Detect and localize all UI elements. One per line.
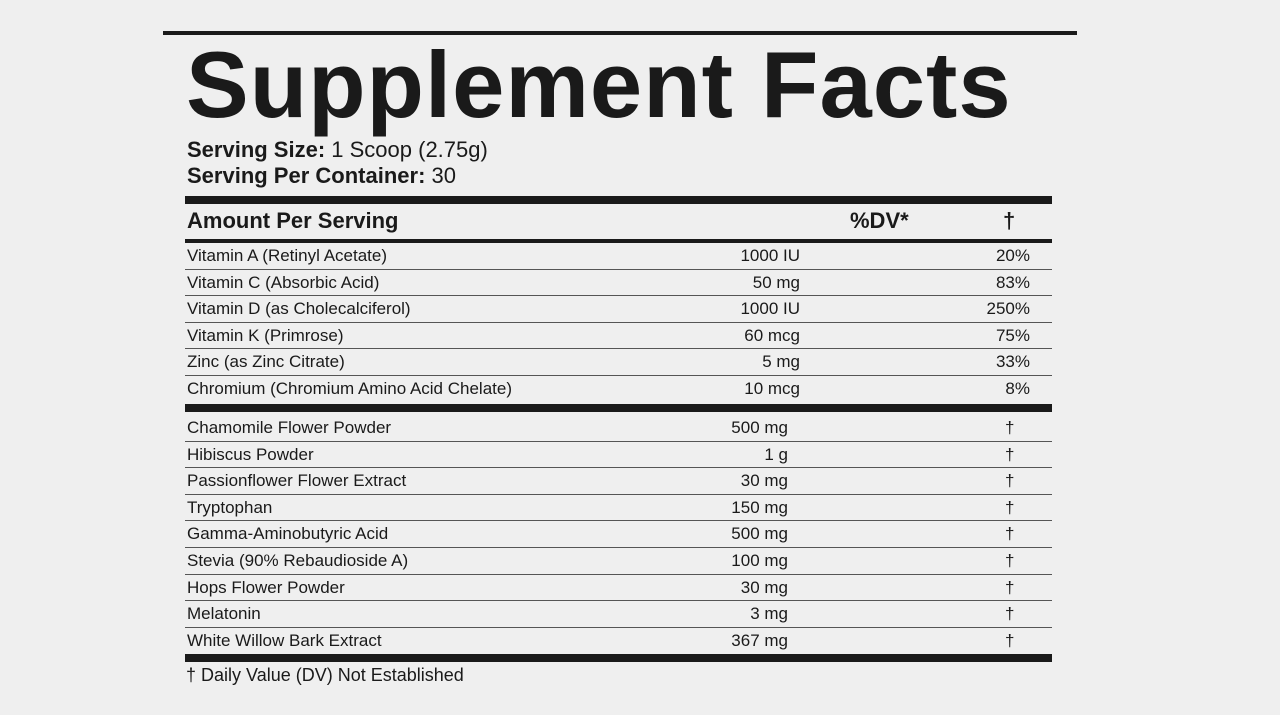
top-rule xyxy=(163,31,1077,35)
ingredient-amount: 10 mcg xyxy=(744,379,800,398)
ingredient-name: Stevia (90% Rebaudioside A) xyxy=(187,551,409,570)
daily-value: 75% xyxy=(995,325,1030,345)
ingredient-row: Stevia (90% Rebaudioside A) 100 mg † xyxy=(185,548,1052,575)
serving-size-value: 1 Scoop (2.75g) xyxy=(331,137,488,162)
ingredient-name: Hops Flower Powder xyxy=(187,577,345,597)
ingredient-amount: 50 mg xyxy=(752,272,800,292)
daily-value: 20% xyxy=(995,246,1030,265)
ingredient-row: Hops Flower Powder 30 mg † xyxy=(185,575,1052,602)
ingredient-row: Vitamin C (Absorbic Acid) 50 mg 83% xyxy=(185,270,1052,297)
ingredient-name: Vitamin D (as Cholecalciferol) xyxy=(187,299,411,319)
ingredient-amount: 60 mcg xyxy=(744,325,800,345)
daily-value: † xyxy=(1005,604,1015,624)
ingredient-name: Melatonin xyxy=(187,604,261,624)
daily-value: † xyxy=(1005,524,1015,544)
ingredient-row: Vitamin K (Primrose) 60 mcg 75% xyxy=(185,323,1052,350)
thick-rule xyxy=(185,654,1052,662)
ingredient-amount: 500 mg xyxy=(731,418,788,437)
daily-value: 33% xyxy=(995,352,1030,372)
servings: Serving Per Container: 30 xyxy=(187,163,456,189)
ingredient-amount: 367 mg xyxy=(731,630,788,650)
ingredient-name: Zinc (as Zinc Citrate) xyxy=(187,352,345,372)
ingredient-row: Vitamin D (as Cholecalciferol) 1000 IU 250… xyxy=(185,296,1052,323)
ingredient-row: Tryptophan 150 mg † xyxy=(185,495,1052,522)
ingredient-amount: 500 mg xyxy=(731,524,788,544)
daily-value: 83% xyxy=(995,272,1030,292)
daily-value: 8% xyxy=(1005,379,1030,398)
ingredient-name: Vitamin C (Absorbic Acid) xyxy=(187,272,380,292)
column-header: Amount Per Serving xyxy=(187,208,399,233)
ingredient-name: Vitamin K (Primrose) xyxy=(187,325,344,345)
column-header: %DV* xyxy=(850,208,909,233)
ingredient-row: Passionflower Flower Extract 30 mg † xyxy=(185,468,1052,495)
ingredient-amount: 30 mg xyxy=(740,471,788,491)
ingredient-amount: 150 mg xyxy=(731,497,788,517)
daily-value: † xyxy=(1005,444,1015,464)
ingredient-name: Chromium (Chromium Amino Acid Chelate) xyxy=(187,379,512,398)
daily-value: † xyxy=(1005,497,1015,517)
label-title: Supplement Facts xyxy=(186,32,1012,137)
ingredient-row: White Willow Bark Extract 367 mg † xyxy=(185,628,1052,655)
ingredient-name: Passionflower Flower Extract xyxy=(187,471,407,491)
serving-size: Serving Size: 1 Scoop (2.75g) xyxy=(187,137,488,163)
header-rule xyxy=(185,239,1052,243)
daily-value: † xyxy=(1005,551,1015,570)
daily-value: 250% xyxy=(986,299,1030,319)
ingredient-amount: 1000 IU xyxy=(740,246,800,265)
ingredient-row: Hibiscus Powder 1 g † xyxy=(185,442,1052,469)
ingredient-name: Tryptophan xyxy=(187,497,273,517)
thick-rule xyxy=(185,404,1052,412)
ingredient-row: Zinc (as Zinc Citrate) 5 mg 33% xyxy=(185,349,1052,376)
ingredient-name: Vitamin A (Retinyl Acetate) xyxy=(187,246,388,265)
ingredient-amount: 100 mg xyxy=(731,551,788,570)
ingredient-name: Gamma-Aminobutyric Acid xyxy=(187,524,389,544)
daily-value: † xyxy=(1005,471,1015,491)
servings-label: Serving Per Container: xyxy=(187,163,426,188)
serving-size-label: Serving Size: xyxy=(187,137,326,162)
daily-value: † xyxy=(1005,418,1015,437)
daily-value: † xyxy=(1005,630,1015,650)
ingredient-name: White Willow Bark Extract xyxy=(187,630,382,650)
column-header: † xyxy=(1003,208,1016,233)
ingredient-amount: 1 g xyxy=(764,444,788,464)
ingredient-row: Chamomile Flower Powder 500 mg † xyxy=(185,415,1052,442)
thick-rule xyxy=(185,196,1052,204)
ingredient-name: Hibiscus Powder xyxy=(187,444,314,464)
ingredient-row: Gamma-Aminobutyric Acid 500 mg † xyxy=(185,521,1052,548)
daily-value: † xyxy=(1005,577,1015,597)
ingredient-amount: 30 mg xyxy=(740,577,788,597)
ingredient-row: Chromium (Chromium Amino Acid Chelate) 10… xyxy=(185,376,1052,403)
ingredient-row: Vitamin A (Retinyl Acetate) 1000 IU 20% xyxy=(185,243,1052,270)
ingredient-amount: 3 mg xyxy=(750,604,788,624)
ingredient-amount: 1000 IU xyxy=(740,299,800,319)
ingredient-amount: 5 mg xyxy=(762,352,800,372)
footnote: † Daily Value (DV) Not Established xyxy=(186,665,464,685)
servings-value: 30 xyxy=(431,163,456,188)
ingredient-row: Melatonin 3 mg † xyxy=(185,601,1052,628)
ingredient-name: Chamomile Flower Powder xyxy=(187,418,392,437)
